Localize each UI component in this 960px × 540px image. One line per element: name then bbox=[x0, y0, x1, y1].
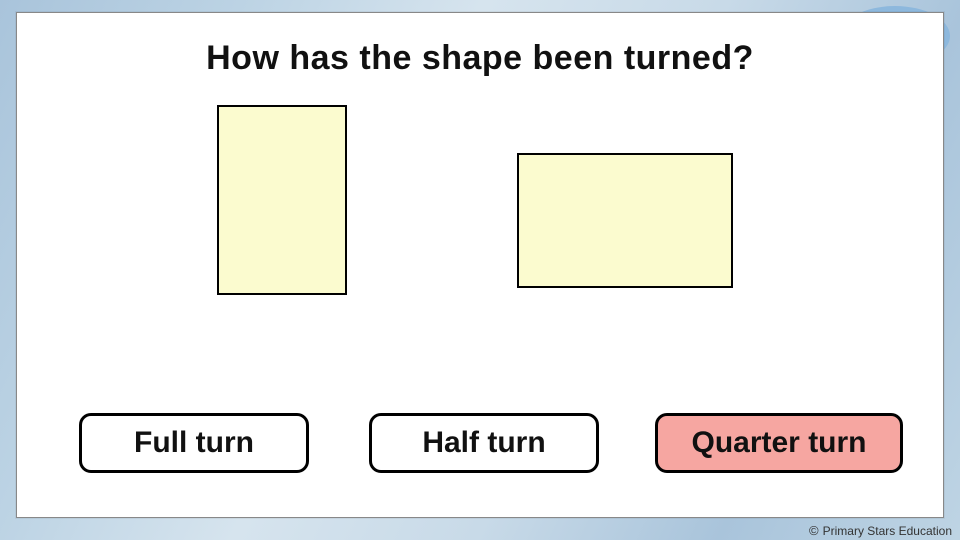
shape-before bbox=[217, 105, 347, 295]
answer-label: Full turn bbox=[134, 426, 254, 460]
answer-label: Quarter turn bbox=[691, 426, 866, 460]
answer-half-turn[interactable]: Half turn bbox=[369, 413, 599, 473]
answer-label: Half turn bbox=[422, 426, 545, 460]
copyright-footer: © Primary Stars Education bbox=[809, 523, 952, 538]
content-frame: How has the shape been turned? Full turn… bbox=[16, 12, 944, 518]
copyright-symbol: © bbox=[809, 523, 819, 538]
question-title: How has the shape been turned? bbox=[17, 39, 943, 78]
copyright-text: Primary Stars Education bbox=[823, 524, 952, 538]
shape-after bbox=[517, 153, 733, 288]
slide-stage: Fluency How has the shape been turned? F… bbox=[0, 0, 960, 540]
answer-full-turn[interactable]: Full turn bbox=[79, 413, 309, 473]
answer-quarter-turn[interactable]: Quarter turn bbox=[655, 413, 903, 473]
